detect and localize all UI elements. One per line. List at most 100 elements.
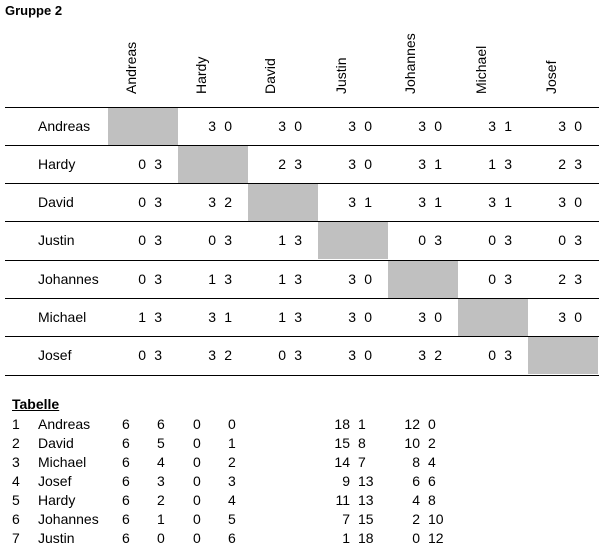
- standings-lost: 5: [228, 511, 236, 527]
- result-score-away: 1: [434, 194, 442, 210]
- result-score-home: 0: [558, 232, 566, 248]
- result-score-away: 0: [364, 347, 372, 363]
- standings-points-for: 0: [412, 530, 420, 546]
- standings-sets-for: 1: [342, 530, 350, 546]
- result-score-home: 3: [348, 118, 356, 134]
- standings-title: Tabelle: [12, 396, 60, 412]
- standings-row: 7 Justin 6 0 0 6 1 18 0 12: [0, 530, 606, 549]
- result-score-away: 3: [224, 271, 232, 287]
- standings-rank: 2: [12, 435, 20, 451]
- result-score-home: 2: [278, 156, 286, 172]
- result-score-away: 3: [154, 232, 162, 248]
- standings-rank: 5: [12, 492, 20, 508]
- diagonal-cell: [318, 222, 388, 259]
- column-header-label: Josef: [543, 60, 559, 94]
- standings-won: 3: [157, 473, 165, 489]
- standings-played: 6: [122, 511, 130, 527]
- standings-row: 1 Andreas 6 6 0 0 18 1 12 0: [0, 416, 606, 435]
- column-header-label: David: [262, 58, 278, 94]
- standings-row: 4 Josef 6 3 0 3 9 13 6 6: [0, 473, 606, 492]
- row-divider: [5, 145, 599, 146]
- result-score-home: 0: [278, 347, 286, 363]
- result-score-away: 3: [574, 271, 582, 287]
- row-divider: [5, 260, 599, 261]
- result-score-away: 3: [504, 271, 512, 287]
- standings-sets-against: 7: [358, 454, 366, 470]
- result-score-away: 2: [434, 347, 442, 363]
- standings-name: Justin: [38, 530, 75, 546]
- result-score-away: 3: [294, 156, 302, 172]
- result-score-away: 1: [434, 156, 442, 172]
- standings-name: Johannes: [38, 511, 99, 527]
- result-score-home: 3: [418, 156, 426, 172]
- standings-sets-against: 15: [358, 511, 374, 527]
- standings-won: 1: [157, 511, 165, 527]
- column-header-label: Andreas: [123, 41, 139, 94]
- row-divider: [5, 107, 599, 108]
- column-header: Josef: [543, 61, 563, 94]
- result-score-away: 3: [504, 347, 512, 363]
- row-divider: [5, 298, 599, 299]
- standings-points-against: 0: [428, 416, 436, 432]
- result-score-home: 3: [348, 347, 356, 363]
- result-score-away: 3: [224, 232, 232, 248]
- standings-played: 6: [122, 454, 130, 470]
- result-score-home: 3: [348, 156, 356, 172]
- standings-sets-against: 18: [358, 530, 374, 546]
- standings-won: 4: [157, 454, 165, 470]
- standings-rank: 6: [12, 511, 20, 527]
- result-score-home: 0: [138, 347, 146, 363]
- result-score-away: 3: [294, 309, 302, 325]
- standings-points-against: 10: [428, 511, 444, 527]
- result-score-away: 0: [434, 118, 442, 134]
- result-score-home: 0: [488, 347, 496, 363]
- standings-rank: 4: [12, 473, 20, 489]
- result-score-away: 3: [154, 347, 162, 363]
- result-score-away: 3: [574, 232, 582, 248]
- standings-row: 6 Johannes 6 1 0 5 7 15 2 10: [0, 511, 606, 530]
- standings-points-against: 4: [428, 454, 436, 470]
- result-score-home: 1: [278, 271, 286, 287]
- row-player-name: Michael: [38, 309, 87, 325]
- result-score-home: 3: [348, 271, 356, 287]
- row-player-name: David: [38, 194, 74, 210]
- standings-lost: 2: [228, 454, 236, 470]
- standings-name: Andreas: [38, 416, 91, 432]
- diagonal-cell: [178, 146, 248, 183]
- result-score-away: 0: [574, 194, 582, 210]
- result-score-home: 3: [558, 118, 566, 134]
- result-score-away: 3: [154, 194, 162, 210]
- column-header-label: Hardy: [193, 56, 209, 94]
- standings-sets-for: 11: [335, 492, 350, 508]
- standings-sets-against: 13: [358, 492, 374, 508]
- standings-rank: 3: [12, 454, 20, 470]
- result-score-home: 0: [138, 156, 146, 172]
- result-score-away: 0: [224, 118, 232, 134]
- group-title: Gruppe 2: [5, 3, 63, 18]
- result-score-away: 0: [364, 156, 372, 172]
- diagonal-cell: [458, 299, 528, 336]
- column-header-label: Justin: [333, 57, 349, 94]
- standings-points-for: 12: [404, 416, 420, 432]
- column-header: Justin: [333, 57, 353, 94]
- result-score-home: 3: [488, 194, 496, 210]
